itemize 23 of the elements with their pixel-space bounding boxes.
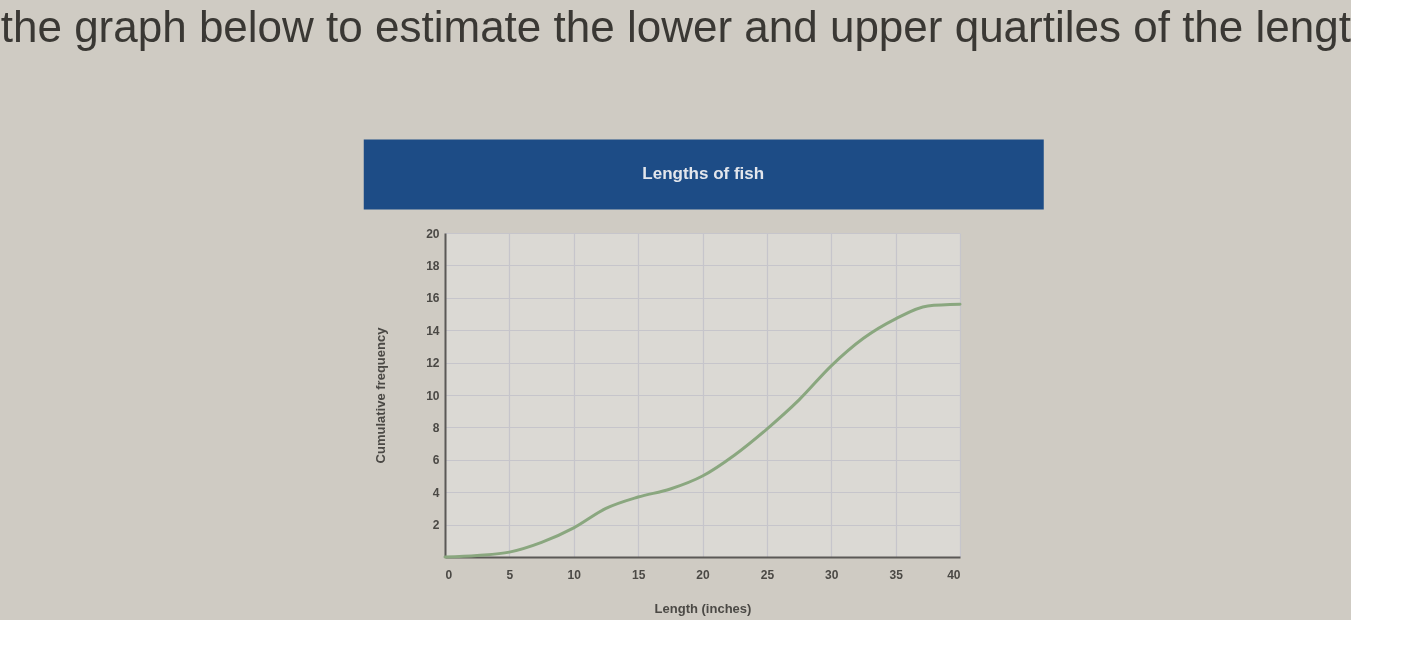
x-tick-label: 0: [445, 567, 453, 582]
x-tick-label: 10: [567, 567, 582, 582]
x-tick-label: 35: [889, 567, 904, 582]
chart-title: Lengths of fish: [642, 164, 765, 183]
x-tick-label: 20: [696, 567, 710, 582]
x-axis-title: Length (inches): [654, 600, 752, 616]
y-tick-label: 12: [426, 356, 440, 371]
x-tick-label: 15: [631, 567, 646, 582]
y-tick-label: 10: [426, 388, 440, 403]
y-tick-label: 8: [432, 420, 440, 435]
y-tick-label: 4: [432, 485, 440, 500]
y-axis-title: Cumulative frequency: [373, 326, 389, 464]
x-tick-label: 25: [760, 567, 775, 582]
x-tick-label: 40: [947, 567, 961, 582]
y-tick-label: 18: [426, 258, 440, 273]
text: the graph below to estimate the lower and upper quartiles of the lengt: [0, 1, 1351, 51]
y-tick-label: 6: [432, 453, 440, 468]
y-tick-label: 14: [426, 323, 440, 338]
y-tick-label: 16: [426, 291, 440, 306]
y-tick-label: 2: [432, 518, 440, 533]
x-tick-label: 30: [825, 567, 839, 582]
x-tick-label: 5: [506, 567, 514, 582]
y-tick-label: 20: [426, 226, 440, 241]
